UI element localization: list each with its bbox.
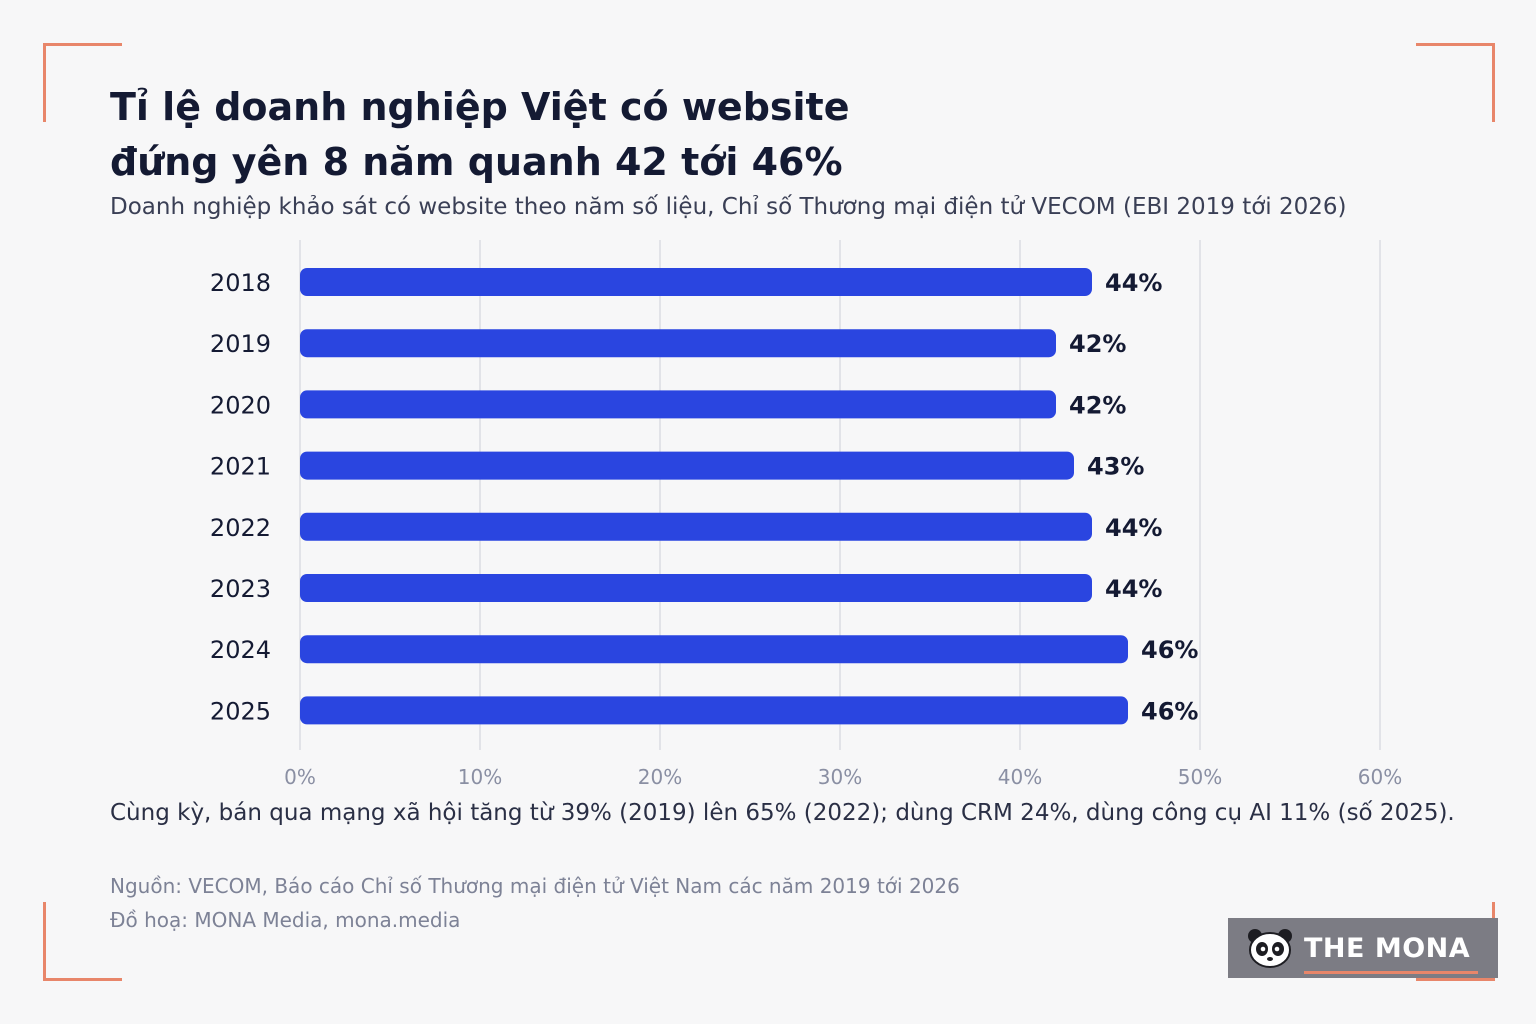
- category-label: 2020: [210, 391, 271, 419]
- logo-text: THE MONA: [1304, 932, 1471, 964]
- bar: [300, 512, 1092, 541]
- panda-icon: [1248, 929, 1292, 968]
- bar: [300, 574, 1092, 602]
- category-label: 2019: [210, 330, 271, 358]
- category-label: 2023: [210, 575, 271, 603]
- corner-mark-top-left: [43, 43, 122, 122]
- value-label: 42%: [1069, 330, 1126, 358]
- chart-title-line-1: Tỉ lệ doanh nghiệp Việt có website: [110, 85, 850, 129]
- x-tick-label: 30%: [818, 765, 862, 789]
- logo-underline: [1304, 971, 1478, 974]
- bar: [300, 696, 1128, 725]
- corner-mark-top-right: [1416, 43, 1495, 122]
- value-label: 44%: [1105, 514, 1162, 542]
- category-label: 2018: [210, 269, 271, 297]
- source-text: Nguồn: VECOM, Báo cáo Chỉ số Thương mại …: [110, 874, 960, 898]
- x-tick-label: 60%: [1358, 765, 1402, 789]
- value-label: 42%: [1069, 391, 1126, 419]
- category-label: 2025: [210, 697, 271, 725]
- value-label: 43%: [1087, 453, 1144, 481]
- bar: [300, 451, 1074, 480]
- value-label: 46%: [1141, 636, 1198, 664]
- corner-mark-bottom-left: [43, 902, 122, 981]
- category-label: 2024: [210, 636, 271, 664]
- x-tick-label: 0%: [284, 765, 316, 789]
- x-tick-label: 10%: [458, 765, 502, 789]
- chart-title: Tỉ lệ doanh nghiệp Việt có website đứng …: [110, 80, 849, 190]
- x-tick-label: 20%: [638, 765, 682, 789]
- bar: [300, 390, 1056, 419]
- bar: [300, 329, 1056, 358]
- brand-logo: THE MONA: [1228, 918, 1498, 978]
- x-tick-label: 50%: [1178, 765, 1222, 789]
- value-label: 46%: [1141, 697, 1198, 725]
- x-tick-label: 40%: [998, 765, 1042, 789]
- chart-subtitle: Doanh nghiệp khảo sát có website theo nă…: [110, 194, 1347, 220]
- chart-title-line-2: đứng yên 8 năm quanh 42 tới 46%: [110, 140, 843, 184]
- bar: [300, 268, 1092, 296]
- category-label: 2021: [210, 453, 271, 481]
- value-label: 44%: [1105, 575, 1162, 603]
- category-label: 2022: [210, 514, 271, 542]
- chart-note: Cùng kỳ, bán qua mạng xã hội tăng từ 39%…: [110, 800, 1455, 826]
- value-label: 44%: [1105, 269, 1162, 297]
- bar: [300, 635, 1128, 664]
- credit-text: Đồ hoạ: MONA Media, mona.media: [110, 908, 461, 932]
